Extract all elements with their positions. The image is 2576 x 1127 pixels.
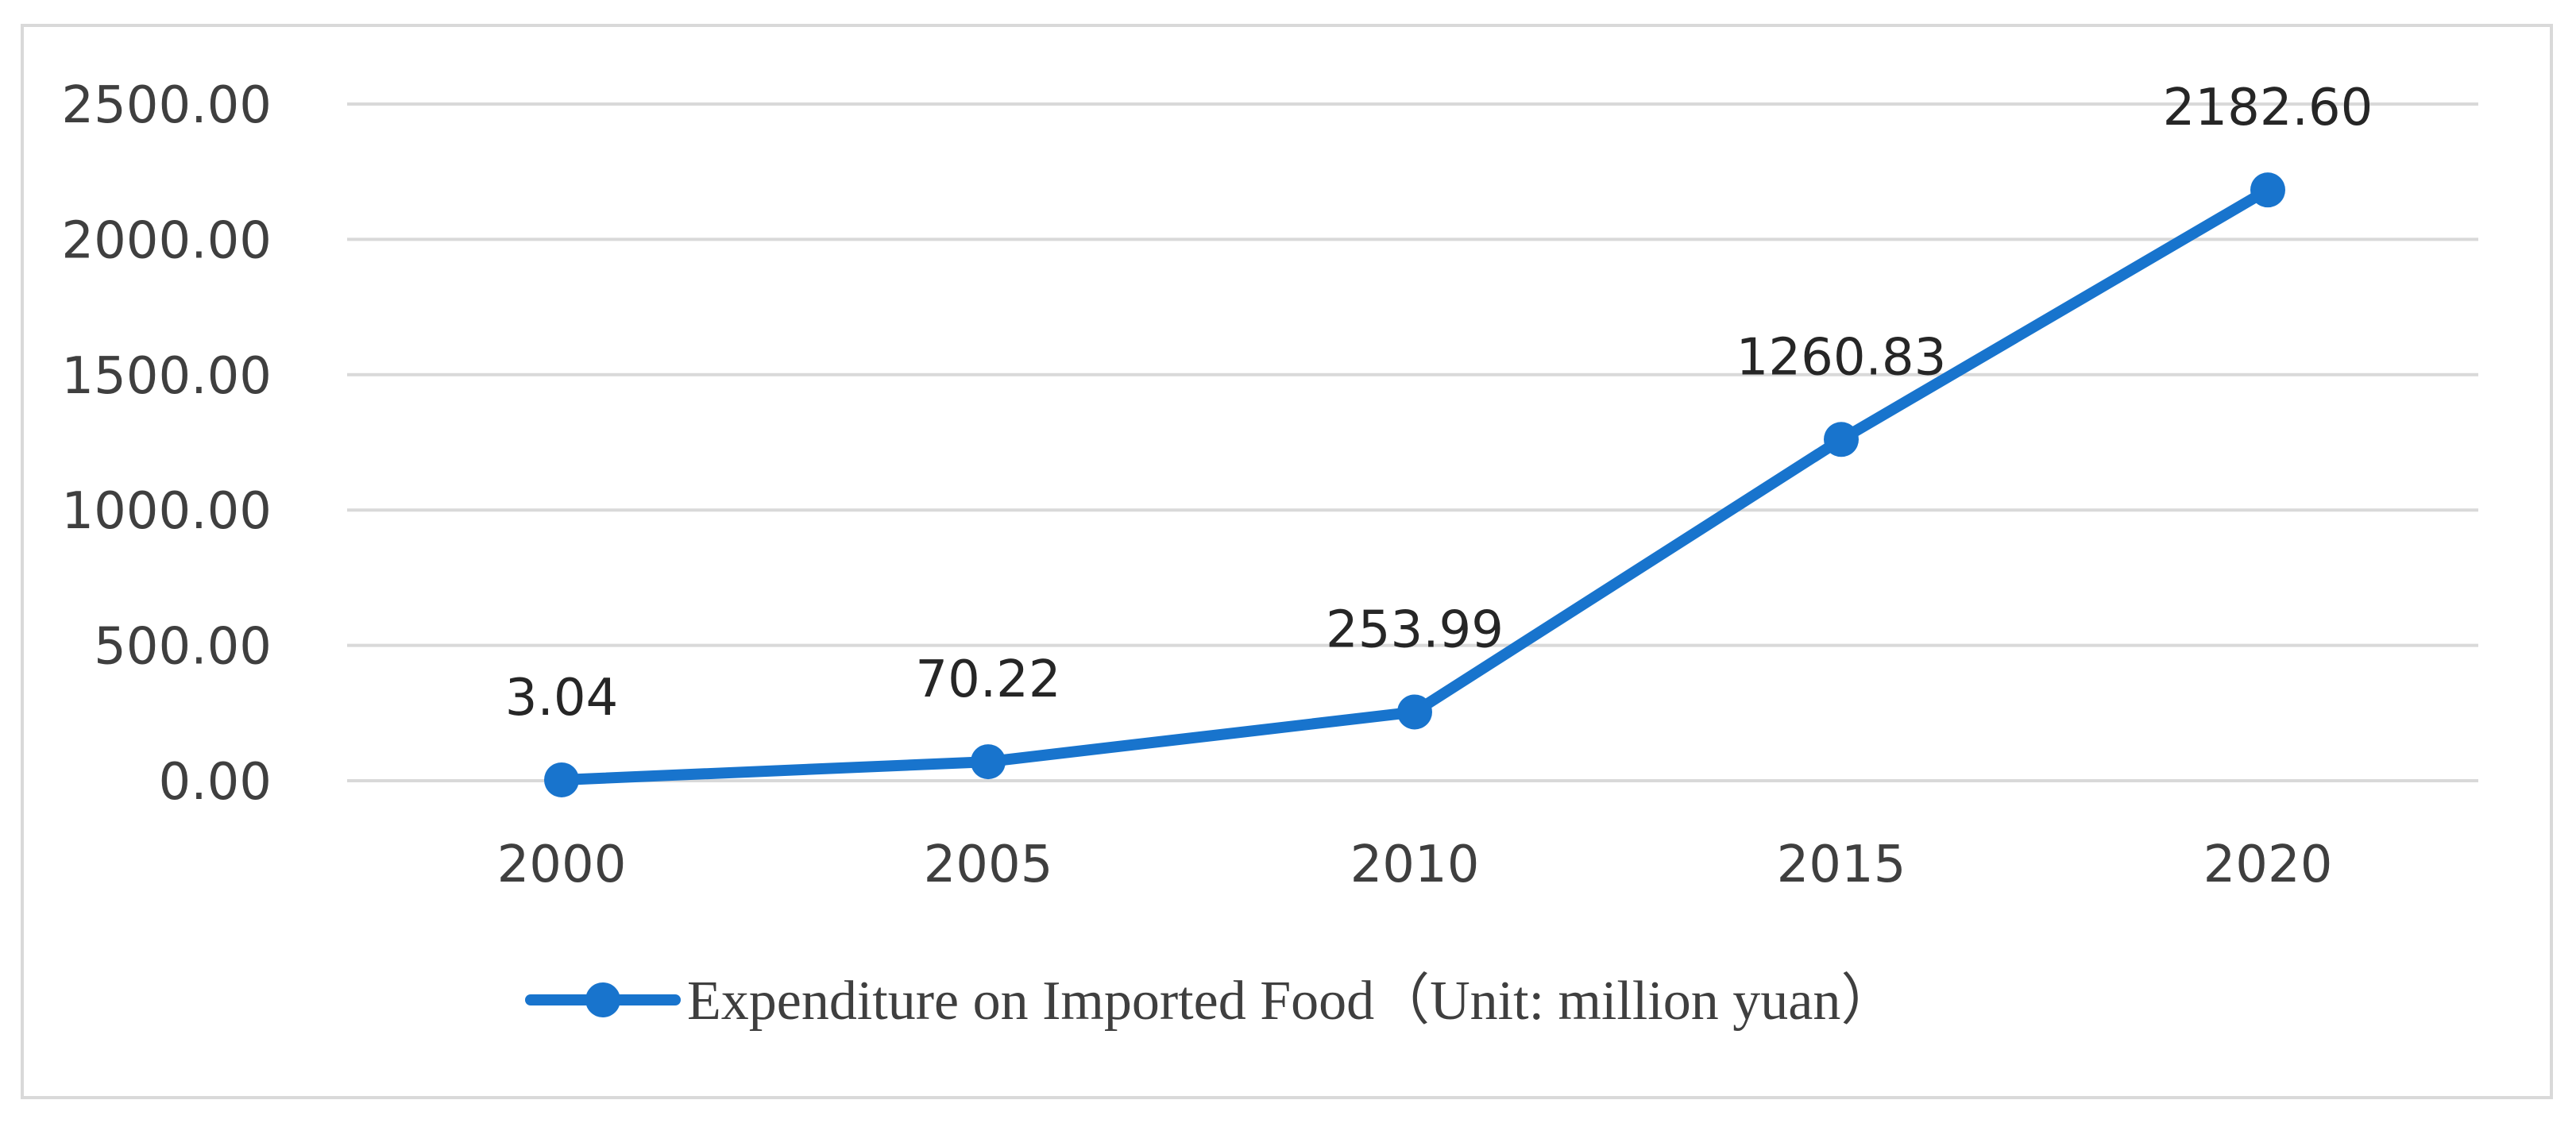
data-label: 2182.60 xyxy=(2163,79,2373,137)
series-expenditure xyxy=(544,172,2285,797)
x-axis-tick-labels: 2000 2005 2010 2015 2020 xyxy=(497,836,2333,894)
data-label: 70.22 xyxy=(915,650,1060,709)
gridlines xyxy=(347,102,2478,782)
y-axis-tick-labels: 0.00 500.00 1000.00 1500.00 2000.00 2500.00 xyxy=(61,76,272,812)
data-label: 253.99 xyxy=(1326,600,1504,659)
x-tick-label: 2005 xyxy=(924,836,1053,894)
chart-frame xyxy=(21,24,2553,1099)
x-tick-label: 2000 xyxy=(497,836,627,894)
legend: Expenditure on Imported Food（Unit: milli… xyxy=(525,971,1896,1032)
data-point-marker xyxy=(1397,694,1432,730)
legend-label: Expenditure on Imported Food（Unit: milli… xyxy=(687,971,1896,1032)
data-labels: 3.04 70.22 253.99 1260.83 2182.60 xyxy=(505,79,2373,728)
series-line xyxy=(556,184,2273,785)
data-point-marker xyxy=(544,762,579,797)
legend-marker-icon xyxy=(585,982,620,1017)
y-tick-label: 2500.00 xyxy=(61,76,272,135)
y-tick-label: 2000.00 xyxy=(61,211,272,270)
data-point-marker xyxy=(2250,172,2285,208)
y-tick-label: 500.00 xyxy=(94,618,272,677)
data-point-marker xyxy=(1824,422,1859,457)
x-tick-label: 2020 xyxy=(2203,836,2333,894)
x-tick-label: 2010 xyxy=(1350,836,1480,894)
data-label: 1260.83 xyxy=(1736,328,1947,387)
data-label: 3.04 xyxy=(505,669,619,728)
data-point-marker xyxy=(971,744,1006,780)
y-tick-label: 1500.00 xyxy=(61,347,272,406)
x-tick-label: 2015 xyxy=(1777,836,1906,894)
y-tick-label: 1000.00 xyxy=(61,482,272,541)
y-tick-label: 0.00 xyxy=(159,753,272,812)
